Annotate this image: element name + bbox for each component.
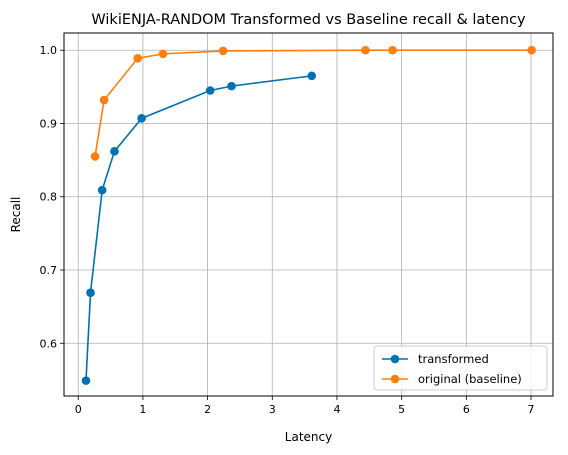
data-point (361, 45, 370, 55)
data-point (218, 46, 228, 56)
y-tick-label: 0.7 (40, 264, 58, 277)
legend-marker (390, 374, 400, 384)
y-axis-label: Recall (9, 197, 23, 233)
x-tick-label: 0 (75, 403, 82, 416)
x-tick-label: 1 (139, 403, 146, 416)
series-baseline (90, 45, 536, 161)
data-point (205, 86, 215, 95)
series-transformed (81, 71, 317, 385)
series-layer (81, 45, 536, 385)
data-point (86, 288, 95, 298)
y-tick-label: 0.6 (40, 337, 58, 350)
axis-ticks: 0 1 2 3 4 5 6 7 0.6 0.7 0.8 0.9 1.0 (40, 44, 535, 416)
y-tick-label: 0.9 (40, 117, 58, 130)
x-tick-label: 6 (463, 403, 470, 416)
x-tick-label: 3 (269, 403, 276, 416)
series-line (94, 49, 532, 157)
data-point (99, 95, 109, 105)
x-tick-label: 2 (204, 403, 211, 416)
data-point (133, 53, 143, 63)
x-axis-label: Latency (285, 430, 332, 444)
plot-frame (63, 32, 554, 397)
legend: transformed original (baseline) (373, 345, 548, 391)
data-point (90, 152, 100, 161)
x-tick-label: 7 (528, 403, 535, 416)
legend-box (373, 345, 548, 391)
data-point (81, 376, 91, 385)
legend-item: transformed (382, 352, 489, 366)
legend-marker (390, 354, 400, 364)
legend-label: transformed (418, 352, 489, 366)
legend-item: original (baseline) (382, 372, 522, 386)
data-point (97, 185, 107, 195)
x-tick-label: 5 (398, 403, 405, 416)
legend-label: original (baseline) (418, 372, 522, 386)
data-point (158, 49, 168, 59)
data-point (527, 45, 536, 55)
data-point (388, 45, 397, 55)
y-tick-label: 1.0 (40, 44, 58, 57)
data-point (227, 81, 236, 91)
data-point (110, 147, 119, 156)
chart-title: WikiENJA-RANDOM Transformed vs Baseline … (91, 12, 526, 28)
y-tick-label: 0.8 (40, 191, 58, 204)
data-point (137, 114, 146, 123)
data-point (307, 71, 317, 81)
x-tick-label: 4 (333, 403, 340, 416)
